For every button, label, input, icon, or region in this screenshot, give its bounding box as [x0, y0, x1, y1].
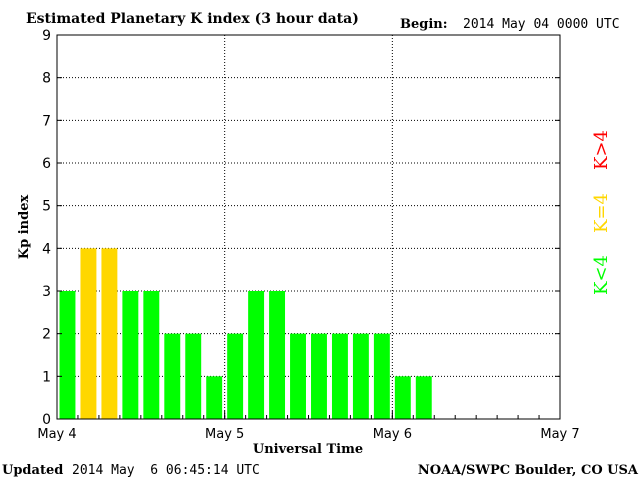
y-tick-label: 0: [42, 412, 51, 428]
kp-bar: [164, 333, 181, 419]
x-tick-label: May 4: [37, 427, 76, 442]
updated-value: 2014 May 6 06:45:14 UTC: [72, 463, 260, 478]
kp-bar: [185, 333, 202, 419]
y-tick-label: 2: [42, 327, 51, 343]
kp-bar: [122, 291, 139, 419]
kp-bar: [248, 291, 265, 419]
bars-group: [59, 248, 432, 419]
x-tick-label: May 5: [205, 427, 244, 442]
y-tick-label: 1: [42, 369, 51, 385]
y-tick-label: 3: [42, 284, 51, 300]
chart-title: Estimated Planetary K index (3 hour data…: [26, 11, 359, 27]
x-ticks: May 4 May 5 May 6 May 7: [37, 411, 580, 442]
kp-bar: [143, 291, 160, 419]
x-tick-label: May 7: [540, 427, 579, 442]
grid-lines: [57, 35, 560, 419]
kp-bar: [101, 248, 118, 419]
kp-bar: [415, 376, 432, 419]
y-ticks: 0 1 2 3 4 5 6 7 8 9: [42, 28, 560, 428]
legend-entry: K>4: [591, 130, 612, 170]
begin-label: Begin:: [400, 17, 448, 32]
kp-bar: [59, 291, 76, 419]
y-tick-label: 9: [42, 28, 51, 44]
y-tick-label: 6: [42, 156, 51, 172]
y-tick-label: 4: [42, 241, 51, 257]
kp-bar: [311, 333, 327, 419]
updated-label: Updated: [2, 463, 63, 478]
y-tick-label: 8: [42, 71, 51, 87]
kp-bar: [352, 333, 369, 419]
kp-bar: [290, 333, 306, 419]
x-axis-label: Universal Time: [253, 442, 363, 457]
kp-bar: [80, 248, 97, 419]
y-axis-label: Kp index: [17, 195, 32, 260]
kp-bar: [394, 376, 411, 419]
legend-entry: K<4: [591, 255, 612, 295]
credit-text: NOAA/SWPC Boulder, CO USA: [418, 463, 639, 478]
y-tick-label: 7: [42, 113, 51, 129]
plot-area: 0 1 2 3 4 5 6 7 8 9 May 4 May 5 May 6 May 7: [37, 28, 579, 442]
kp-bar: [269, 291, 286, 419]
legend: K<4 K=4 K>4: [591, 130, 612, 295]
kp-bar: [331, 333, 348, 419]
kp-bar: [373, 333, 390, 419]
begin-value: 2014 May 04 0000 UTC: [463, 17, 620, 32]
x-tick-label: May 6: [373, 427, 412, 442]
y-tick-label: 5: [42, 199, 51, 215]
kp-bar: [206, 376, 223, 419]
legend-entry: K=4: [591, 193, 612, 233]
kp-bar: [227, 333, 244, 419]
